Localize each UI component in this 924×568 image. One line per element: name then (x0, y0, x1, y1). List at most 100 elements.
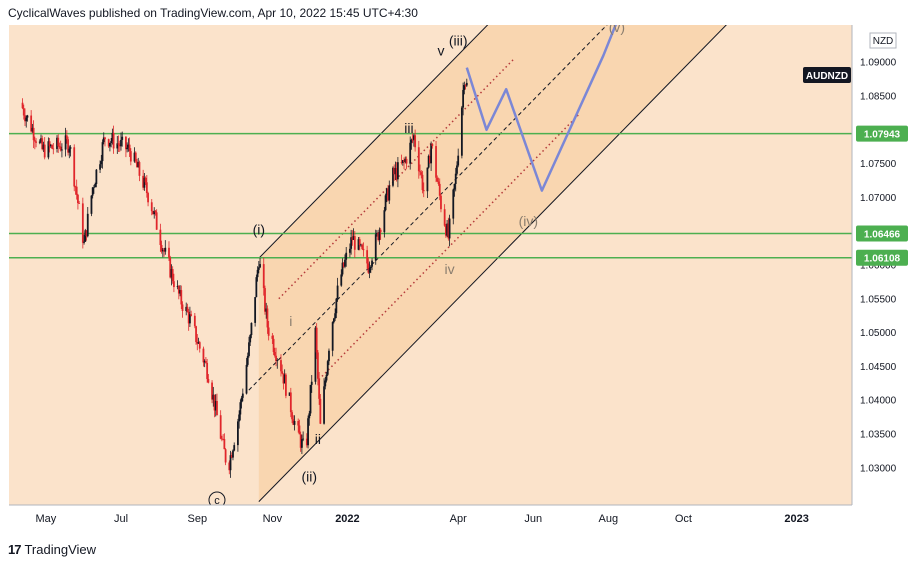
candle (443, 204, 446, 227)
candle-body (457, 155, 460, 166)
candle (292, 415, 295, 426)
candle-body (56, 137, 58, 149)
candle (77, 193, 79, 210)
chart-area[interactable]: (i) (ii) (iii) (iv) (v) c i ii iii iv v 1.03000 1.0… (9, 0, 916, 528)
candle (75, 179, 78, 200)
candle (193, 313, 196, 329)
candle (358, 236, 361, 251)
candle (284, 373, 287, 399)
wave-label: i (289, 313, 292, 329)
candle (152, 210, 154, 215)
time-axis[interactable] (9, 505, 916, 528)
candle (232, 449, 234, 461)
candle (30, 110, 33, 133)
channel-lower-line (258, 0, 752, 502)
candle-body (404, 158, 407, 163)
candle-body (383, 210, 386, 233)
candle (233, 442, 236, 452)
candle (456, 161, 458, 176)
candle (228, 460, 231, 475)
candle-body (437, 181, 440, 184)
candle (298, 419, 301, 435)
candle (447, 217, 450, 241)
candle (224, 448, 227, 466)
candle-body (109, 142, 111, 147)
candle (196, 334, 199, 351)
candle-body (51, 145, 53, 149)
candle-body (443, 209, 446, 226)
candle (393, 164, 396, 181)
candle-body (300, 439, 303, 448)
candle-body (291, 412, 293, 420)
candle (350, 229, 353, 255)
candle-body (202, 348, 205, 363)
candle (110, 138, 113, 148)
candle (357, 237, 360, 251)
candle-body (163, 249, 165, 252)
candle-body (222, 438, 225, 440)
candle-body (276, 360, 279, 362)
candle (342, 262, 345, 268)
candle-body (206, 362, 209, 380)
candle (56, 135, 58, 153)
wave-label: iii (404, 120, 413, 136)
candle-body (91, 187, 94, 196)
candle-body (197, 342, 200, 344)
footer-brand[interactable]: 17 TradingView (8, 542, 96, 557)
candle-body (344, 259, 346, 267)
candle-body (280, 360, 282, 372)
candle (223, 433, 226, 450)
candle-body (293, 420, 296, 425)
candle-body (340, 274, 343, 286)
candle (64, 127, 67, 157)
candle (345, 246, 348, 267)
candle-body (245, 364, 248, 394)
candle-body (111, 132, 114, 142)
x-tick-label: Oct (675, 513, 692, 525)
candle-body (168, 247, 170, 258)
candle (273, 347, 276, 358)
wave-label: v (437, 42, 444, 58)
x-tick-label: 2023 (784, 513, 808, 525)
y-tick-label: 1.06000 (860, 261, 897, 272)
candle-body (196, 341, 199, 344)
candle-body (412, 135, 415, 140)
candle (264, 285, 266, 315)
candle-body (316, 352, 319, 379)
candle (385, 187, 388, 203)
candle-body (154, 210, 157, 213)
candle (100, 154, 103, 168)
y-tick-label: 1.04000 (860, 396, 897, 407)
candle-body (257, 267, 260, 270)
candle (202, 346, 205, 367)
candle (283, 369, 286, 384)
candle (136, 158, 138, 168)
candle (203, 359, 206, 368)
candle (448, 214, 451, 247)
candle-body (190, 314, 193, 316)
candle-body (127, 144, 130, 148)
candle (169, 255, 172, 279)
candle-body (362, 248, 365, 251)
price-candles (21, 78, 468, 478)
candle-body (394, 168, 397, 175)
candle-body (153, 210, 156, 215)
candle (404, 156, 407, 164)
candle-body (428, 155, 431, 164)
candle (52, 143, 55, 155)
candle-body (212, 394, 215, 400)
candle-body (125, 136, 127, 150)
candle (198, 340, 201, 353)
candle-body (95, 169, 98, 184)
candle-body (332, 318, 335, 323)
candle (262, 257, 265, 296)
candle-body (38, 141, 41, 143)
candle-body (93, 187, 95, 189)
candle (197, 337, 200, 345)
candle-body (205, 361, 207, 363)
candle (300, 434, 303, 455)
candle-body (255, 277, 258, 298)
candle-body (417, 147, 420, 172)
